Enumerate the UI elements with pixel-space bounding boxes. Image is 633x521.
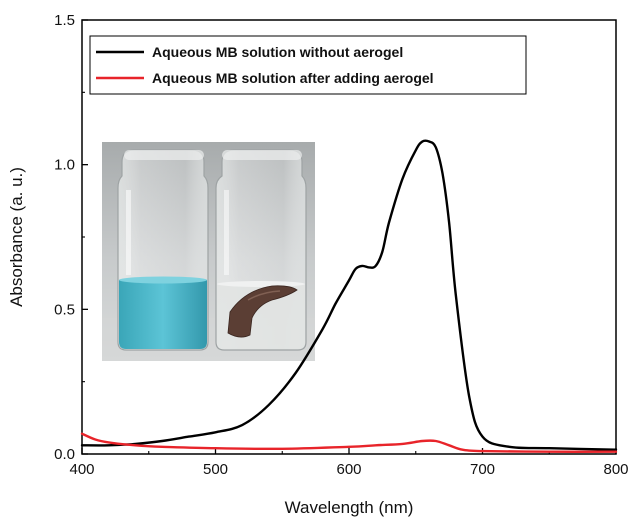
x-tick-label: 600 xyxy=(336,461,361,478)
x-tick-label: 700 xyxy=(470,461,495,478)
x-tick-label: 400 xyxy=(69,461,94,478)
x-tick-label: 500 xyxy=(203,461,228,478)
y-tick-label: 1.0 xyxy=(54,157,75,174)
legend-label-series-2: Aqueous MB solution after adding aerogel xyxy=(152,70,434,86)
legend-label-series-1: Aqueous MB solution without aerogel xyxy=(152,44,403,60)
vial-with-aerogel xyxy=(215,149,307,351)
y-axis-title: Absorbance (a. u.) xyxy=(7,167,26,307)
y-tick-label: 0.0 xyxy=(54,446,75,463)
y-tick-label: 0.5 xyxy=(54,301,75,318)
legend-box xyxy=(89,35,527,95)
series-line-2 xyxy=(80,432,618,453)
y-tick-label: 1.5 xyxy=(54,12,75,29)
series-layer xyxy=(80,139,618,453)
legend: Aqueous MB solution without aerogel Aque… xyxy=(89,35,527,95)
x-axis-title: Wavelength (nm) xyxy=(285,498,414,517)
y-axis-ticks: 0.0 0.5 1.0 1.5 xyxy=(54,12,88,463)
vial-blue-solution xyxy=(117,149,209,351)
x-axis-ticks: 400 500 600 700 800 xyxy=(69,448,629,478)
series-line-1 xyxy=(80,139,618,451)
inset-photo xyxy=(102,142,315,361)
x-tick-label: 800 xyxy=(603,461,628,478)
